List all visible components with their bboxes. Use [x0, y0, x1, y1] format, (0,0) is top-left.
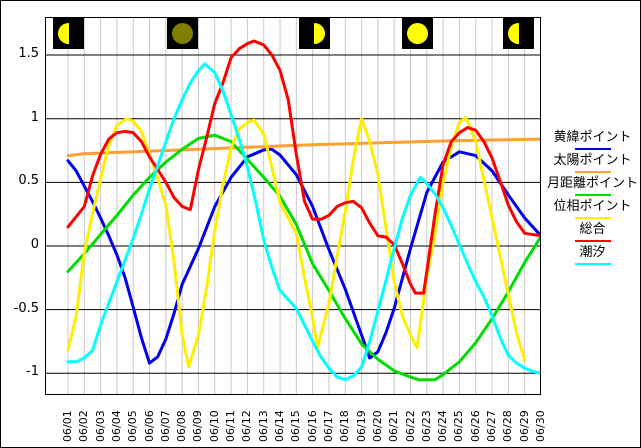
x-axis-tick-label: 06/25 [452, 410, 466, 442]
series-line-潮汐 [66, 62, 540, 382]
x-axis-tick-label: 06/05 [126, 410, 140, 442]
x-axis-tick-label: 06/14 [273, 410, 287, 442]
x-axis-tick-label: 06/27 [485, 410, 499, 442]
series-line-月距離ポイント [66, 133, 540, 382]
legend-label: 総合 [579, 222, 606, 237]
x-axis-tick-label: 06/26 [468, 410, 482, 442]
legend-entry: 黄緯ポイント [544, 130, 640, 150]
x-axis-tick-label: 06/01 [61, 410, 74, 442]
legend-entry: 潮汐 [544, 245, 640, 265]
x-axis-tick-label: 06/18 [338, 410, 352, 442]
x-axis-tick-label: 06/04 [109, 410, 123, 442]
y-axis-tick-label: 1.5 [18, 46, 39, 62]
x-axis-tick-label: 06/17 [321, 410, 335, 442]
legend: 黄緯ポイント 太陽ポイント 月距離ポイント 位相ポイント 総合潮汐 [544, 130, 640, 269]
chart-plot-svg [46, 18, 540, 394]
y-axis-tick-label: 0 [30, 237, 39, 252]
x-axis-tick-label: 06/07 [158, 410, 172, 442]
x-axis-tick-label: 06/16 [305, 410, 319, 442]
x-axis-tick-label: 06/29 [517, 410, 531, 442]
x-axis-tick-label: 06/22 [403, 410, 417, 442]
x-axis-tick-label: 06/24 [436, 410, 450, 442]
legend-entry: 月距離ポイント [544, 176, 640, 196]
x-axis-tick-label: 06/09 [191, 410, 205, 442]
x-axis-tick-label: 06/10 [207, 410, 221, 442]
series-line-位相ポイント [66, 115, 527, 369]
y-axis-tick-label: 0.5 [18, 173, 39, 189]
x-axis-tick-label: 06/02 [77, 410, 91, 442]
legend-label: 潮汐 [579, 245, 606, 260]
y-axis-tick-label: -1 [26, 364, 39, 380]
x-axis-tick-label: 06/30 [533, 410, 547, 442]
y-axis-tick-label: 1 [30, 109, 39, 125]
legend-label: 太陽ポイント [553, 153, 632, 168]
x-axis-tick-label: 06/15 [289, 410, 303, 442]
x-axis-tick-label: 06/03 [93, 410, 107, 442]
series-line-黄緯ポイント [66, 147, 540, 365]
legend-color-line [574, 148, 611, 150]
x-axis-tick-label: 06/23 [419, 410, 433, 442]
legend-color-line [574, 217, 611, 219]
legend-entry: 位相ポイント [544, 199, 640, 219]
series-line-太陽ポイント [66, 137, 540, 158]
legend-color-line [574, 263, 611, 265]
x-axis-tick-label: 06/08 [175, 410, 189, 442]
plot-area [45, 17, 541, 395]
x-axis-tick-label: 06/20 [370, 410, 384, 442]
x-axis-tick-label: 06/21 [387, 410, 401, 442]
legend-label: 月距離ポイント [546, 176, 638, 191]
series-line-総合 [66, 39, 540, 295]
legend-entry: 太陽ポイント [544, 153, 640, 173]
legend-label: 位相ポイント [553, 199, 632, 214]
x-axis-tick-label: 06/19 [354, 410, 368, 442]
legend-label: 黄緯ポイント [553, 130, 632, 145]
x-axis-tick-label: 06/11 [224, 410, 238, 442]
x-axis-tick-label: 06/06 [142, 410, 156, 442]
x-axis-tick-label: 06/13 [256, 410, 270, 442]
x-axis-tick-label: 06/12 [240, 410, 254, 442]
legend-entry: 総合 [544, 222, 640, 242]
legend-color-line [574, 240, 611, 242]
legend-color-line [574, 171, 611, 173]
x-axis-tick-label: 06/28 [501, 410, 515, 442]
y-axis-tick-label: -0.5 [13, 300, 39, 316]
legend-color-line [574, 194, 611, 196]
